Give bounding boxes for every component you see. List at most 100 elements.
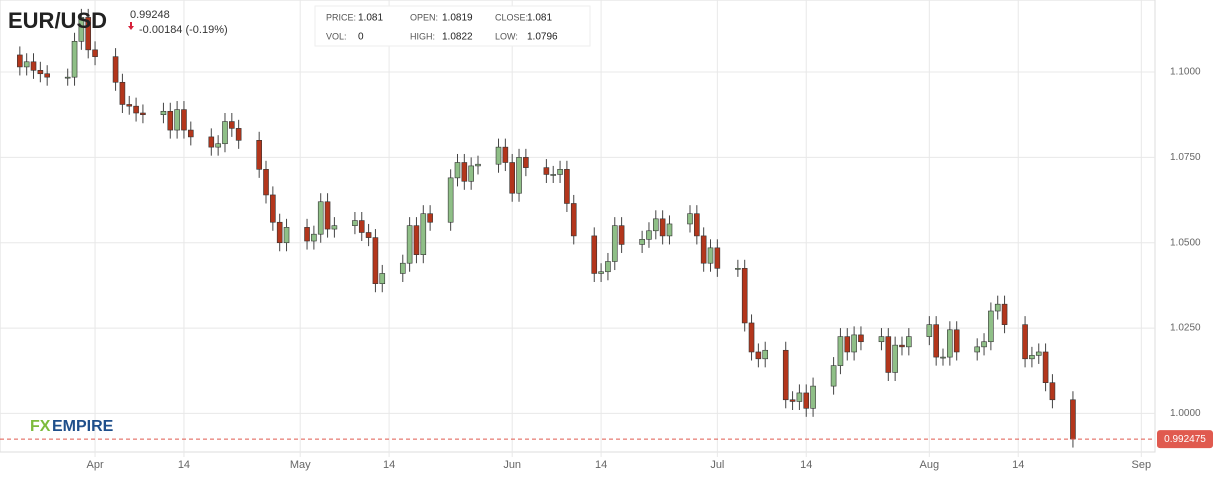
candle-body [1042, 351, 1049, 383]
candle-body [413, 225, 420, 255]
candle-body [92, 49, 98, 57]
candle-body [167, 110, 174, 131]
candle-body [981, 341, 987, 348]
info-value: 1.0796 [527, 32, 558, 43]
y-tick-label: 1.0750 [1170, 152, 1201, 163]
info-label: CLOSE: [495, 12, 528, 22]
info-value: 1.0822 [442, 32, 473, 43]
candle-body [331, 225, 338, 230]
info-label: PRICE: [326, 12, 356, 22]
candle-body [953, 329, 960, 353]
candle-body [646, 230, 652, 240]
candle-body [652, 218, 659, 232]
candle-body [406, 225, 413, 264]
candle-body [358, 220, 365, 233]
candle-body [317, 201, 324, 235]
candle-body [988, 310, 994, 343]
candle-body [324, 201, 331, 230]
candle-body [837, 336, 844, 366]
candle-body [126, 104, 133, 107]
info-label: HIGH: [410, 31, 435, 41]
candle-body [17, 54, 23, 68]
candle-body [611, 225, 618, 262]
candle-body [276, 221, 283, 244]
candle-body [23, 61, 30, 68]
candle-body [502, 146, 509, 163]
candle-body [71, 41, 78, 78]
candle-body [570, 203, 577, 237]
symbol: EUR/USD [8, 8, 107, 33]
price-change: -0.00184 (-0.19%) [139, 24, 228, 36]
plot-area [0, 0, 1156, 453]
candle-body [263, 169, 269, 196]
info-value: 0 [358, 32, 364, 43]
candle-body [1035, 351, 1042, 356]
candle-body [85, 17, 92, 51]
candle-body [810, 385, 816, 409]
candle-body [215, 143, 221, 148]
candle-body [906, 336, 912, 348]
last-price-box [1157, 430, 1213, 449]
candle-body [591, 235, 598, 274]
candle-body [256, 140, 262, 170]
candle-body [851, 334, 857, 353]
x-tick-label: 14 [1012, 459, 1024, 471]
candle-body [283, 227, 290, 244]
candle-body [495, 146, 502, 165]
candle-body [372, 237, 379, 284]
candle-body [994, 303, 1001, 312]
candle-body [468, 165, 474, 182]
candle-body [379, 273, 386, 284]
candle-body [543, 167, 550, 175]
candle-body [1049, 382, 1056, 401]
info-label: LOW: [495, 31, 518, 41]
candle-body [796, 392, 803, 402]
candle-body [557, 169, 563, 175]
candle-body [235, 128, 242, 141]
candle-body [516, 157, 522, 194]
candle-body [523, 157, 529, 168]
info-panel [314, 5, 591, 47]
x-tick-label: Sep [1132, 459, 1152, 471]
info-value: 1.0819 [442, 13, 473, 24]
x-tick-label: Apr [86, 459, 103, 471]
y-tick-label: 1.1000 [1170, 67, 1201, 78]
candle-body [365, 232, 372, 238]
candle-body [714, 247, 721, 269]
x-tick-label: 14 [178, 459, 190, 471]
info-label: VOL: [326, 31, 347, 41]
candle-body [748, 322, 755, 353]
candle-body [187, 129, 194, 138]
last-price: 0.99248 [130, 9, 170, 21]
candle-body [899, 344, 905, 348]
candle-body [133, 105, 139, 114]
candle-body [30, 61, 37, 71]
candle-body [140, 112, 146, 116]
candle-body [270, 194, 276, 223]
x-tick-label: Jul [710, 459, 724, 471]
candle-body [830, 365, 837, 387]
candle-body [37, 70, 44, 75]
candle-body [947, 329, 953, 358]
x-tick-label: 14 [595, 459, 607, 471]
candle-body [782, 349, 789, 401]
candle-body [803, 392, 810, 409]
candle-body [78, 17, 85, 42]
candle-body [687, 213, 693, 225]
info-value: 1.081 [527, 13, 552, 24]
x-tick-label: Aug [920, 459, 940, 471]
candle-body [64, 76, 71, 79]
logo-name: EMPIRE [52, 418, 114, 435]
candle-body [694, 213, 700, 237]
candle-body [564, 169, 570, 204]
info-label: OPEN: [410, 12, 438, 22]
candle-body [858, 334, 864, 343]
candle-body [447, 177, 454, 223]
candle-body [181, 109, 187, 131]
candle-body [926, 324, 933, 337]
candle-body [304, 227, 310, 242]
candle-body [222, 121, 228, 145]
candle-body [892, 344, 898, 373]
candle-body [844, 336, 851, 353]
